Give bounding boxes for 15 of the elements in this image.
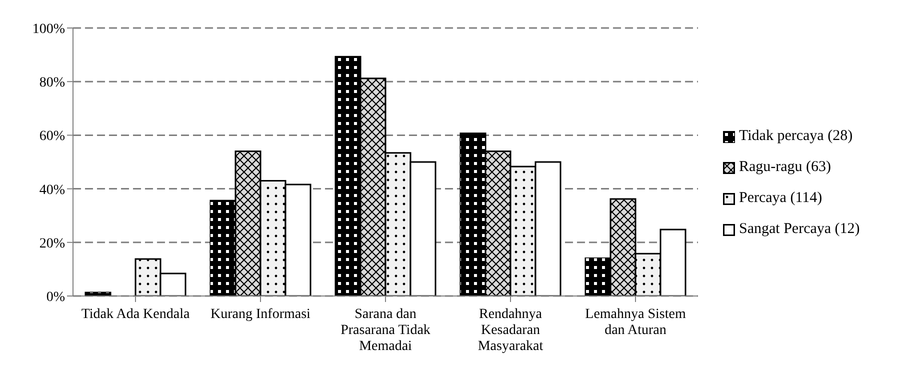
legend-label: Tidak percaya (28) xyxy=(739,128,853,145)
legend-label: Percaya (114) xyxy=(739,190,822,207)
y-tick-label: 0% xyxy=(46,290,66,305)
legend-label: Ragu-ragu (63) xyxy=(739,159,832,176)
x-tick-label: Kurang Informasi xyxy=(210,307,311,322)
y-tick-label: 100% xyxy=(32,22,66,37)
y-tick-label: 20% xyxy=(39,236,66,252)
y-tick-label: 80% xyxy=(39,76,66,91)
legend-label: Sangat Percaya (12) xyxy=(739,221,860,238)
x-tick-label: Sarana dan Prasarana Tidak Memadai xyxy=(340,307,430,354)
y-tick-label: 40% xyxy=(39,182,66,198)
x-tick-label: Lemahnya Sistem dan Aturan xyxy=(585,307,686,338)
x-tick-label: Tidak Ada Kendala xyxy=(81,307,190,322)
x-tick-label: Rendahnya Kesadaran Masyarakat xyxy=(478,307,544,354)
y-tick-label: 60% xyxy=(39,129,66,144)
